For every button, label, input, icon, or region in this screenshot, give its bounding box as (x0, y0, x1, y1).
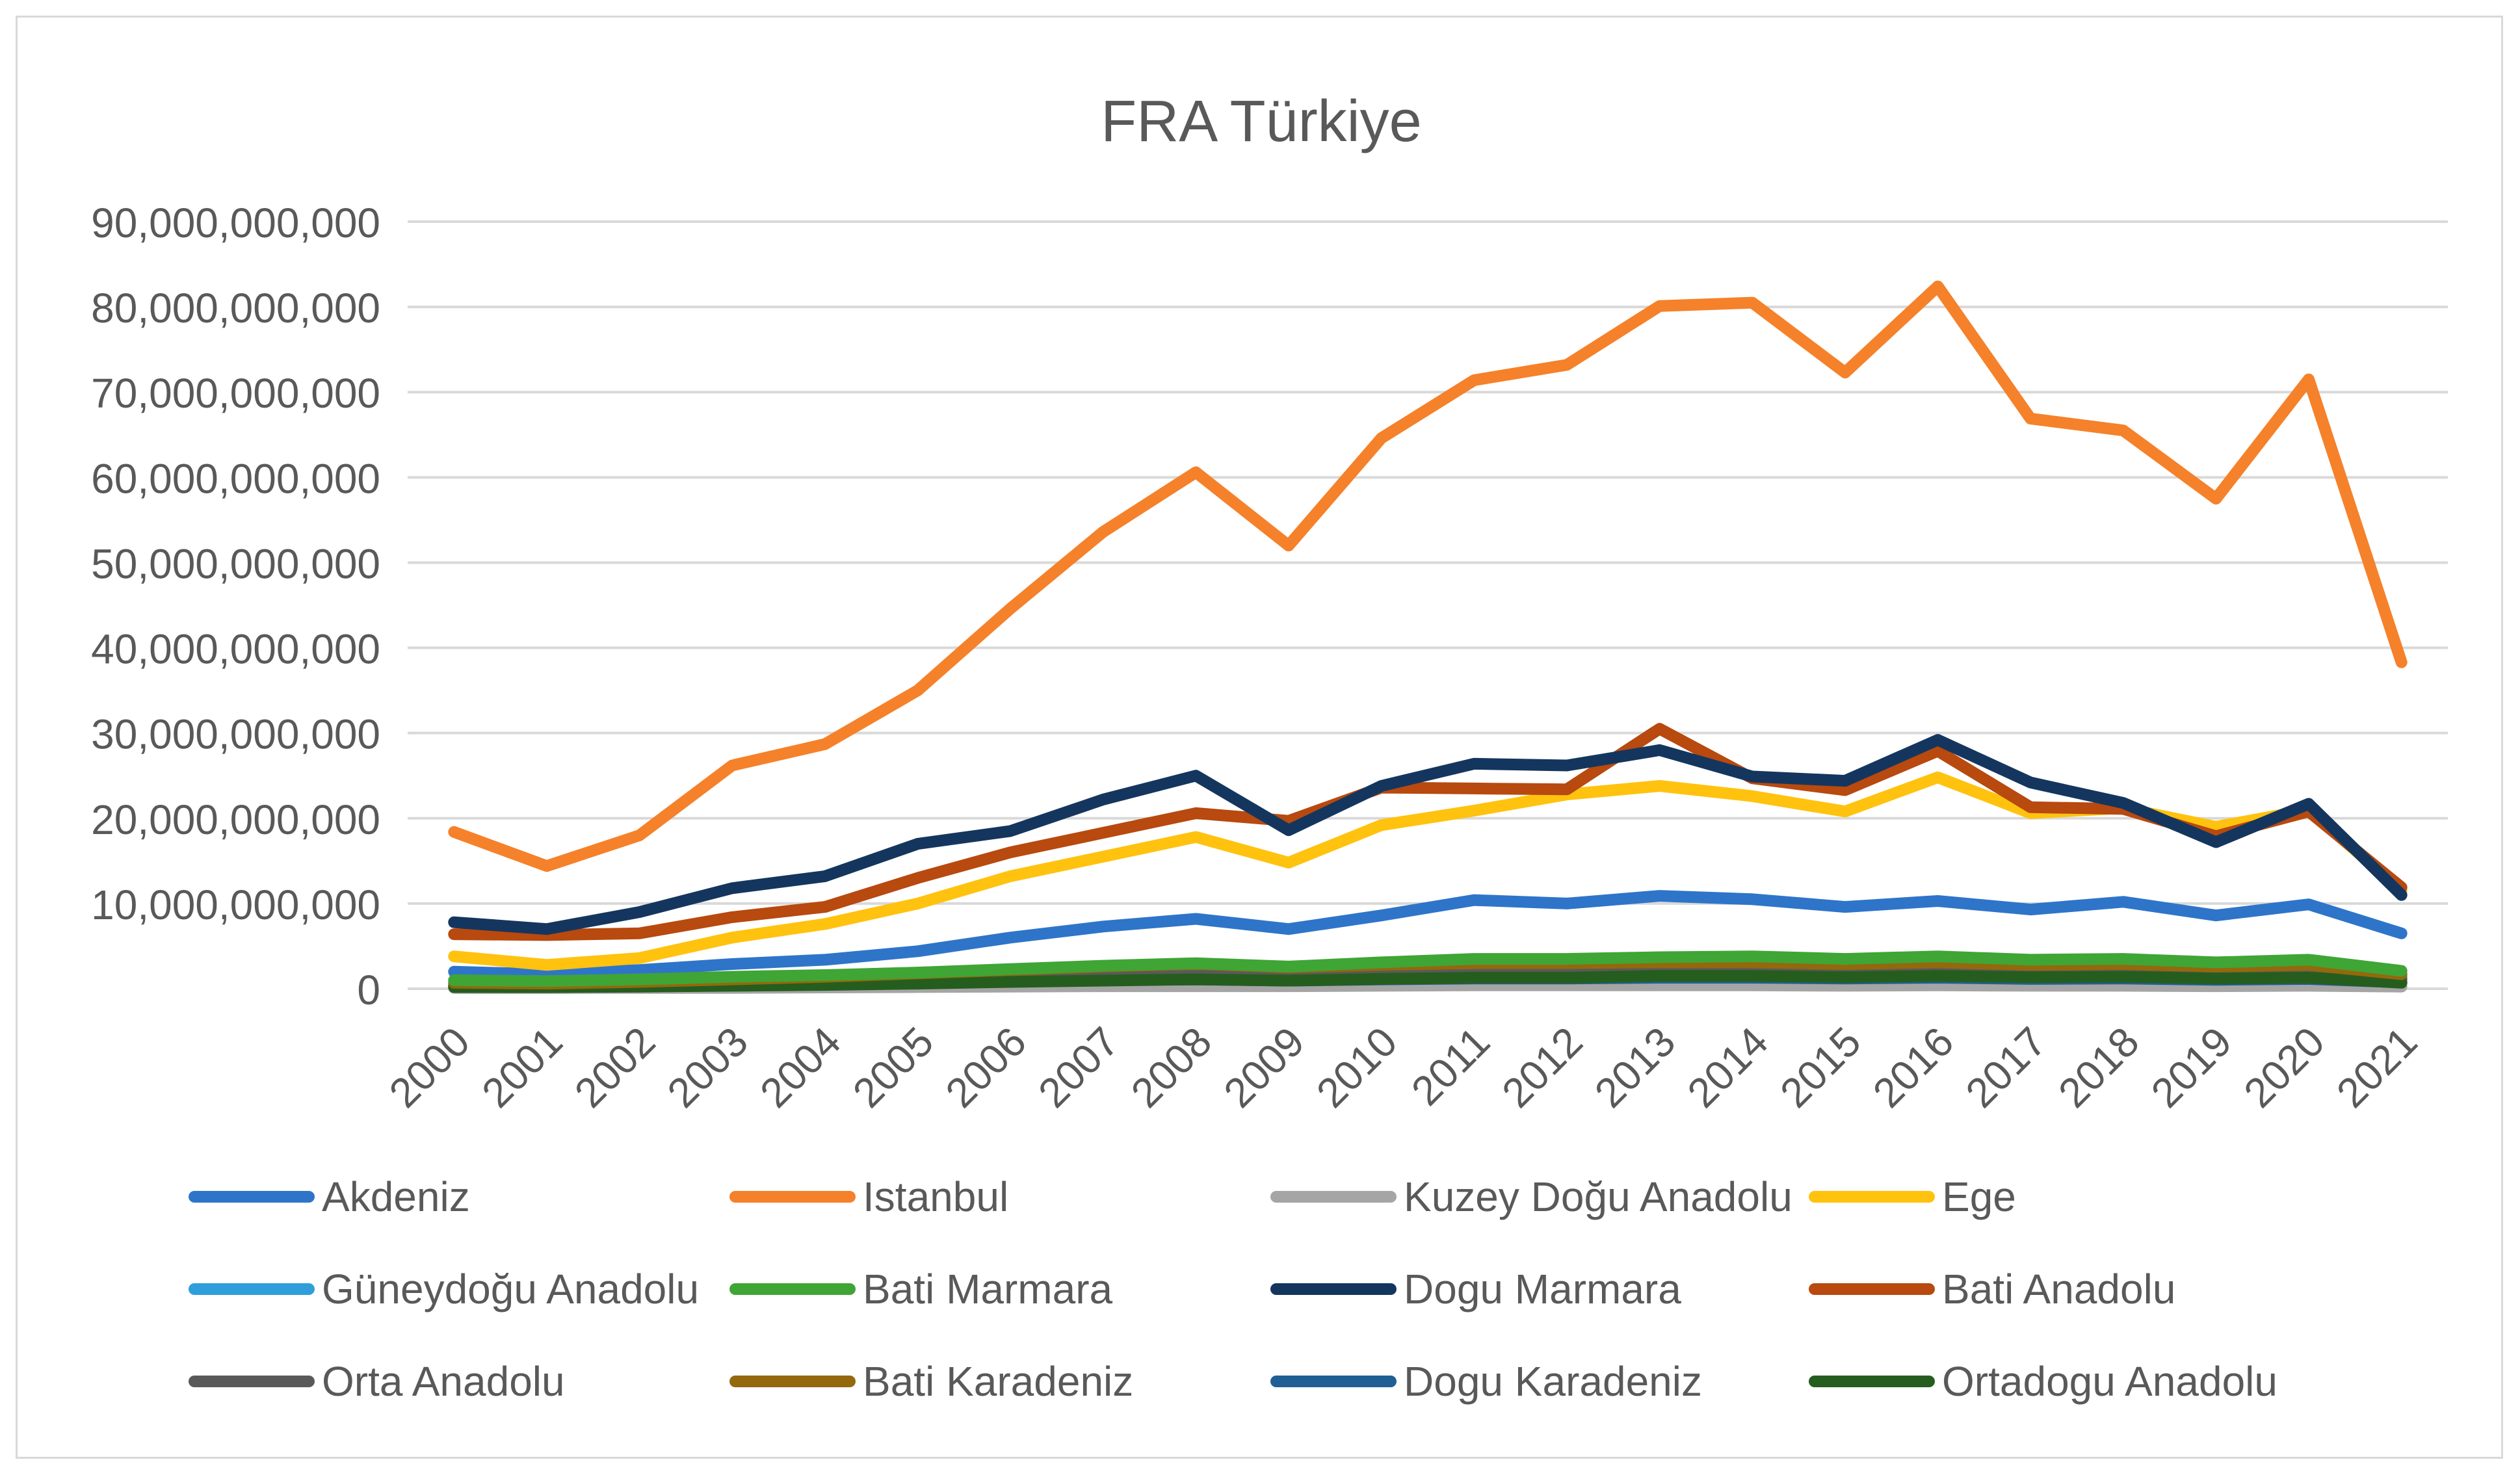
series-line-akdeniz (448, 890, 2408, 980)
legend-label: Orta Anadolu (322, 1358, 565, 1405)
x-tick-label: 2012 (1493, 1018, 1592, 1117)
y-tick-label: 30,000,000,000 (91, 711, 380, 758)
legend-label: Ortadogu Anadolu (1942, 1358, 2277, 1405)
x-tick-label: 2003 (659, 1018, 757, 1117)
y-tick-label: 50,000,000,000 (91, 540, 380, 587)
x-tick-label: 2004 (751, 1018, 850, 1117)
legend: Akdeniz Istanbul Kuzey Doğu Anadolu Ege Güne… (189, 1173, 2277, 1405)
line-chart: FRA Türkiye 0 10,000,000,000 20,000,000,00… (91, 89, 2448, 1405)
legend-label: Bati Anadolu (1942, 1266, 2175, 1312)
legend-item: Bati Karadeniz (729, 1358, 1133, 1405)
legend-item: Ege (1809, 1173, 2016, 1220)
series-line-ortadogu-anadolu (448, 970, 2408, 993)
x-tick-label: 2007 (1029, 1018, 1128, 1117)
legend-label: Dogu Karadeniz (1404, 1358, 1702, 1405)
y-tick-label: 40,000,000,000 (91, 626, 380, 673)
x-tick-label: 2009 (1214, 1018, 1313, 1117)
y-tick-label: 60,000,000,000 (91, 455, 380, 502)
x-tick-label: 2011 (1402, 1018, 1499, 1114)
grid-lines (408, 220, 2448, 990)
x-tick-label: 2021 (2328, 1018, 2426, 1117)
legend-label: Akdeniz (322, 1173, 470, 1220)
x-tick-label: 2019 (2142, 1018, 2241, 1117)
y-axis-tick-labels: 0 10,000,000,000 20,000,000,000 30,000,000,… (91, 200, 380, 1013)
legend-item: Bati Anadolu (1809, 1266, 2175, 1312)
x-tick-label: 2005 (844, 1018, 943, 1117)
legend-label: Ege (1942, 1173, 2016, 1220)
x-tick-label: 2015 (1771, 1018, 1870, 1117)
legend-item: Orta Anadolu (189, 1358, 565, 1405)
legend-item: Akdeniz (189, 1173, 470, 1220)
series-line-dogu-marmara (448, 734, 2408, 935)
legend-label: Dogu Marmara (1404, 1266, 1681, 1312)
x-tick-label: 2008 (1122, 1018, 1221, 1117)
legend-label: Güneydoğu Anadolu (322, 1266, 699, 1312)
legend-item: Bati Marmara (729, 1266, 1113, 1312)
x-tick-label: 2002 (566, 1018, 664, 1117)
y-tick-label: 80,000,000,000 (91, 285, 380, 332)
series-line-istanbul (448, 280, 2408, 872)
x-tick-label: 2010 (1307, 1018, 1406, 1117)
legend-label: Bati Karadeniz (863, 1358, 1133, 1405)
y-tick-label: 70,000,000,000 (91, 370, 380, 417)
legend-item: Kuzey Doğu Anadolu (1270, 1173, 1792, 1220)
y-tick-label: 90,000,000,000 (91, 200, 380, 246)
legend-item: Istanbul (729, 1173, 1008, 1220)
x-tick-label: 2014 (1679, 1018, 1778, 1117)
series-line-bati-anadolu (448, 723, 2408, 941)
chart-frame: FRA Türkiye 0 10,000,000,000 20,000,000,00… (16, 16, 2503, 1459)
series-lines (448, 280, 2408, 994)
legend-item: Dogu Karadeniz (1270, 1358, 1702, 1405)
x-tick-label: 2006 (936, 1018, 1035, 1117)
legend-item: Dogu Marmara (1270, 1266, 1681, 1312)
x-tick-label: 2001 (473, 1018, 571, 1117)
legend-label: Bati Marmara (863, 1266, 1113, 1312)
x-tick-label: 2018 (2049, 1018, 2148, 1117)
y-tick-label: 20,000,000,000 (91, 796, 380, 843)
chart-title: FRA Türkiye (1101, 89, 1421, 154)
series-line-bati-marmara (448, 950, 2408, 987)
legend-label: Kuzey Doğu Anadolu (1404, 1173, 1792, 1220)
x-tick-label: 2013 (1586, 1018, 1685, 1117)
x-tick-label: 2016 (1864, 1018, 1963, 1117)
legend-label: Istanbul (863, 1173, 1008, 1220)
x-axis-tick-labels: 2000200120022003200420052006200720082009… (380, 1018, 2426, 1117)
legend-item: Güneydoğu Anadolu (189, 1266, 699, 1312)
x-tick-label: 2000 (380, 1018, 479, 1117)
y-tick-label: 10,000,000,000 (91, 881, 380, 928)
y-tick-label: 0 (357, 967, 380, 1013)
x-tick-label: 2017 (1956, 1018, 2055, 1117)
x-tick-label: 2020 (2235, 1018, 2333, 1117)
legend-item: Ortadogu Anadolu (1809, 1358, 2277, 1405)
